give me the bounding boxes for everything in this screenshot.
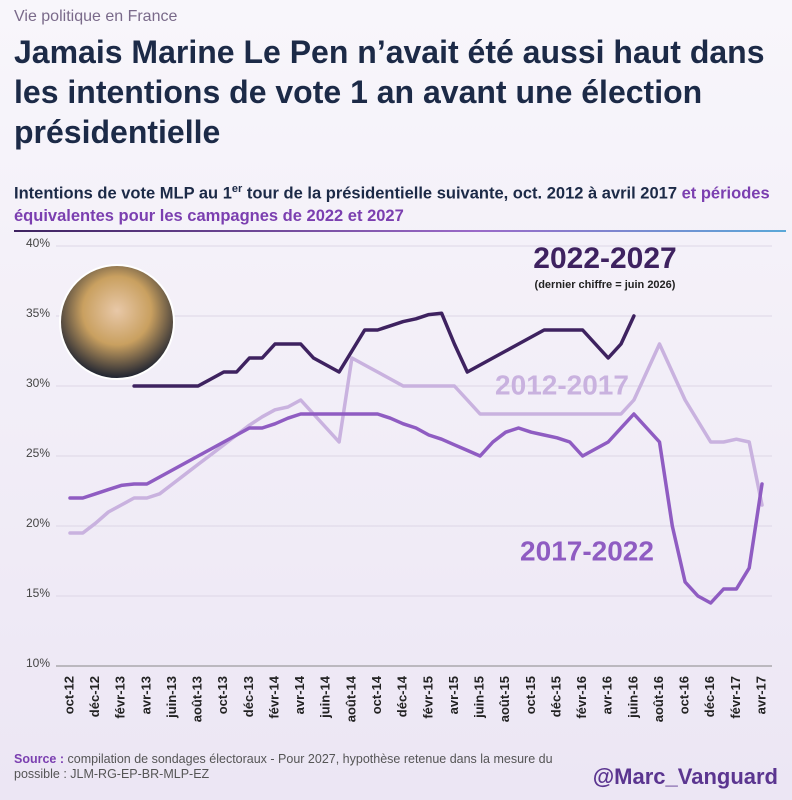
- subtitle-part: tour de la présidentielle suivante, oct.…: [242, 184, 678, 203]
- x-tick-label: févr-17: [728, 676, 743, 719]
- x-tick-label: juin-14: [318, 675, 333, 719]
- handle: @Marc_Vanguard: [592, 764, 778, 789]
- x-tick-label: août-14: [343, 675, 358, 722]
- y-tick-label: 35%: [26, 306, 50, 320]
- x-tick-label: déc-13: [241, 676, 256, 717]
- y-tick-label: 30%: [26, 376, 50, 390]
- x-tick-label: oct-12: [61, 676, 76, 714]
- subtitle-part: Intentions de vote MLP au 1: [14, 184, 232, 203]
- annotation: (dernier chiffre = juin 2026): [535, 279, 676, 291]
- x-tick-label: juin-16: [625, 676, 640, 719]
- y-tick-label: 10%: [26, 656, 50, 670]
- x-tick-label: août-16: [651, 676, 666, 722]
- series-label: 2012-2017: [495, 369, 629, 400]
- subtitle-sup: er: [231, 183, 243, 195]
- kicker: Vie politique en France: [14, 8, 178, 25]
- portrait: [59, 264, 175, 380]
- x-tick-label: déc-15: [548, 676, 563, 717]
- x-tick-label: avr-13: [138, 676, 153, 714]
- x-tick-label: avr-17: [753, 676, 768, 714]
- subtitle-part: et périodes équivalentes pour les campag…: [14, 184, 770, 225]
- x-tick-label: avr-16: [600, 676, 615, 714]
- x-tick-label: févr-14: [266, 675, 281, 718]
- x-tick-label: déc-14: [395, 675, 410, 717]
- x-tick-label: févr-16: [574, 676, 589, 719]
- y-tick-label: 40%: [26, 236, 50, 250]
- rule: [14, 230, 786, 232]
- source-label: Source :: [14, 752, 65, 766]
- y-tick-label: 15%: [26, 586, 50, 600]
- x-tick-label: déc-12: [87, 676, 102, 717]
- source-text: compilation de sondages électoraux - Pou…: [14, 752, 553, 781]
- x-tick-label: oct-15: [523, 676, 538, 714]
- x-tick-label: juin-13: [164, 676, 179, 719]
- x-tick-label: avr-14: [292, 675, 307, 714]
- line: [68, 342, 764, 535]
- chart: 10% 15% 20% 25% 30% 35% 40% oct-12 déc-12 févr-13…: [14, 230, 786, 722]
- line: [68, 412, 764, 605]
- series-label: 2022-2027: [533, 242, 676, 275]
- x-tick-label: févr-13: [113, 676, 128, 719]
- x-tick-label: août-13: [190, 676, 205, 722]
- chart-title: Jamais Marine Le Pen n’avait été aussi h…: [14, 34, 765, 150]
- subtitle: Intentions de vote MLP au 1er tour de la…: [14, 178, 784, 227]
- x-tick-label: juin-15: [472, 676, 487, 719]
- x-tick-label: déc-16: [702, 676, 717, 717]
- source: Source : compilation de sondages élector…: [14, 752, 554, 782]
- x-tick-label: oct-13: [215, 676, 230, 714]
- x-tick-label: févr-15: [420, 676, 435, 719]
- x-tick-label: oct-14: [369, 675, 384, 714]
- line: [132, 311, 636, 388]
- x-tick-label: avr-15: [446, 676, 461, 714]
- y-tick-label: 25%: [26, 446, 50, 460]
- x-tick-label: août-15: [497, 676, 512, 722]
- series-label: 2017-2022: [520, 535, 654, 566]
- y-tick-label: 20%: [26, 516, 50, 530]
- x-tick-label: oct-16: [677, 676, 692, 714]
